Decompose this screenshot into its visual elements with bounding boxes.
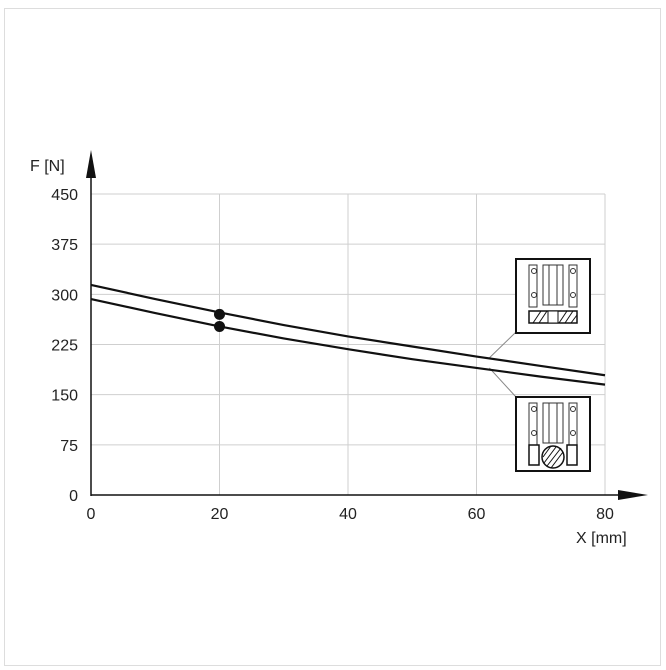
gripper-round-workpiece-icon bbox=[515, 396, 591, 472]
x-tick-label: 80 bbox=[596, 506, 614, 523]
y-tick-label: 375 bbox=[51, 237, 78, 254]
tick-labels: 0 75 150 225 300 375 450 0 20 40 60 80 bbox=[51, 187, 614, 523]
x-axis-arrow-icon bbox=[618, 490, 648, 500]
x-tick-label: 60 bbox=[468, 506, 486, 523]
callout-leader-line bbox=[488, 367, 517, 398]
callout-leaders bbox=[488, 331, 517, 398]
y-tick-label: 75 bbox=[60, 438, 78, 455]
y-tick-label: 0 bbox=[69, 488, 78, 505]
y-axis-arrow-icon bbox=[86, 150, 96, 178]
y-axis-label: F [N] bbox=[30, 158, 65, 175]
gripper-flat-jaws-icon bbox=[515, 258, 591, 334]
series-group bbox=[90, 283, 606, 386]
data-point-marker bbox=[214, 308, 225, 320]
y-tick-label: 300 bbox=[51, 287, 78, 304]
figure-frame bbox=[4, 8, 661, 666]
series-line-2 bbox=[90, 297, 606, 386]
x-axis-label: X [mm] bbox=[576, 530, 627, 547]
y-tick-label: 450 bbox=[51, 187, 78, 204]
marker-group bbox=[214, 308, 225, 332]
x-tick-label: 40 bbox=[339, 506, 357, 523]
y-tick-label: 150 bbox=[51, 388, 78, 405]
x-tick-label: 20 bbox=[211, 506, 229, 523]
axes bbox=[86, 150, 648, 500]
series-line-1 bbox=[90, 283, 606, 377]
data-point-marker bbox=[214, 320, 225, 332]
x-tick-label: 0 bbox=[87, 506, 96, 523]
y-tick-label: 225 bbox=[51, 338, 78, 355]
callout-leader-line bbox=[489, 331, 517, 359]
